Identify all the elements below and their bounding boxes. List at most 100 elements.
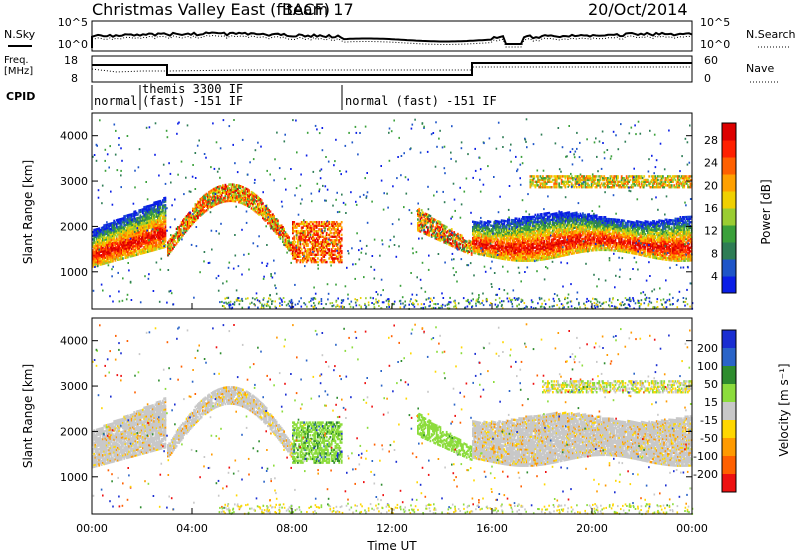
noise-left-label: N.Sky	[4, 28, 36, 41]
noise-right-label: N.Search	[746, 28, 796, 41]
cpid-segment-fast: (fast) -151 IF	[142, 94, 243, 108]
power-cell	[293, 236, 295, 238]
power-cell	[421, 209, 423, 211]
power-cell	[248, 189, 250, 191]
power-cell	[446, 226, 448, 228]
nave-label: Nave	[746, 62, 774, 75]
power-cell	[596, 214, 598, 216]
power-cell	[541, 213, 543, 215]
power-cell	[116, 235, 118, 237]
power-cell	[460, 247, 462, 249]
power-cell	[326, 237, 328, 239]
power-cell	[328, 248, 330, 250]
date-label: 20/Oct/2014	[588, 0, 688, 19]
power-cell	[137, 253, 139, 255]
power-cell	[456, 241, 458, 243]
power-cell	[270, 210, 272, 212]
power-cell	[341, 234, 343, 236]
power-cell	[417, 218, 419, 220]
freq-label-line2: [MHz]	[4, 66, 33, 77]
power-cell	[273, 215, 275, 217]
power-cell	[471, 250, 473, 252]
sky-noise-line	[92, 33, 692, 49]
power-cell	[341, 259, 343, 261]
power-cell	[435, 219, 437, 221]
freq-tick-high: 18	[64, 54, 78, 67]
noise-panel: N.Sky 10^5 10^0 10^5 10^0 N.Search	[4, 16, 796, 51]
power-cell	[293, 221, 295, 223]
power-cell	[317, 261, 319, 263]
power-cell	[255, 203, 257, 205]
power-cell	[508, 219, 510, 221]
power-cell	[427, 226, 429, 228]
power-cell	[261, 199, 263, 201]
power-cell	[341, 250, 343, 252]
power-cell	[165, 204, 167, 206]
nave-tick-high: 60	[704, 54, 718, 67]
power-cell	[318, 221, 320, 223]
power-cell	[288, 236, 290, 238]
power-cell	[316, 221, 318, 223]
power-cell	[301, 248, 303, 250]
power-cell	[262, 202, 264, 204]
power-cell	[317, 257, 319, 259]
nave-line	[92, 67, 692, 72]
cpid-label: CPID	[6, 90, 35, 103]
power-cell	[341, 245, 343, 247]
search-noise-line	[92, 36, 692, 48]
power-cell	[136, 250, 138, 252]
power-cell	[440, 221, 442, 223]
power-cell	[453, 231, 455, 233]
power-cell	[430, 215, 432, 217]
power-cell	[341, 256, 343, 258]
power-cell	[181, 228, 183, 230]
power-cell	[543, 240, 545, 242]
power-cell	[295, 241, 297, 243]
power-cell	[462, 237, 464, 239]
power-cell	[466, 240, 468, 242]
power-cell	[341, 237, 343, 239]
power-cell	[297, 259, 299, 261]
beam-label: Beam 17	[282, 0, 354, 19]
power-panel-background	[92, 113, 692, 309]
power-cell	[328, 221, 330, 223]
freq-tick-low: 8	[71, 72, 78, 85]
power-cell	[422, 212, 424, 214]
power-cell	[341, 226, 343, 228]
power-cell	[481, 221, 483, 223]
cpid-segment-normal: normal	[94, 94, 137, 108]
power-cell	[137, 213, 139, 215]
power-cell	[573, 252, 575, 254]
power-cell	[341, 221, 343, 223]
power-cell	[457, 233, 459, 235]
power-cell	[242, 186, 244, 188]
frequency-line	[92, 63, 692, 75]
nave-tick-low: 0	[704, 72, 711, 85]
power-cell	[165, 197, 167, 199]
power-cell	[451, 228, 453, 230]
power-cell	[283, 228, 285, 230]
cpid-row: CPID normal themis 3300 IF (fast) -151 I…	[6, 82, 497, 110]
frequency-panel: Freq. [MHz] 18 8 60 0 Nave	[4, 54, 780, 85]
power-cell	[326, 261, 328, 263]
power-cell	[277, 220, 279, 222]
power-cell	[490, 221, 492, 223]
power-cell	[452, 245, 454, 247]
power-cell	[300, 256, 302, 258]
freq-label-line1: Freq.	[4, 55, 29, 66]
noise-right-tick-high: 10^5	[700, 16, 730, 29]
noise-left-tick-high: 10^5	[58, 16, 88, 29]
noise-right-tick-low: 10^0	[700, 38, 730, 51]
power-cell	[461, 235, 463, 237]
power-cell	[572, 249, 574, 251]
power-cell	[418, 208, 420, 210]
noise-left-tick-low: 10^0	[58, 38, 88, 51]
cpid-segment-normal-fast: normal (fast) -151 IF	[345, 94, 497, 108]
power-cell	[122, 257, 124, 259]
power-cell	[307, 243, 309, 245]
power-cell	[331, 232, 333, 234]
power-cell	[497, 239, 499, 241]
frequency-panel-frame	[92, 56, 692, 82]
